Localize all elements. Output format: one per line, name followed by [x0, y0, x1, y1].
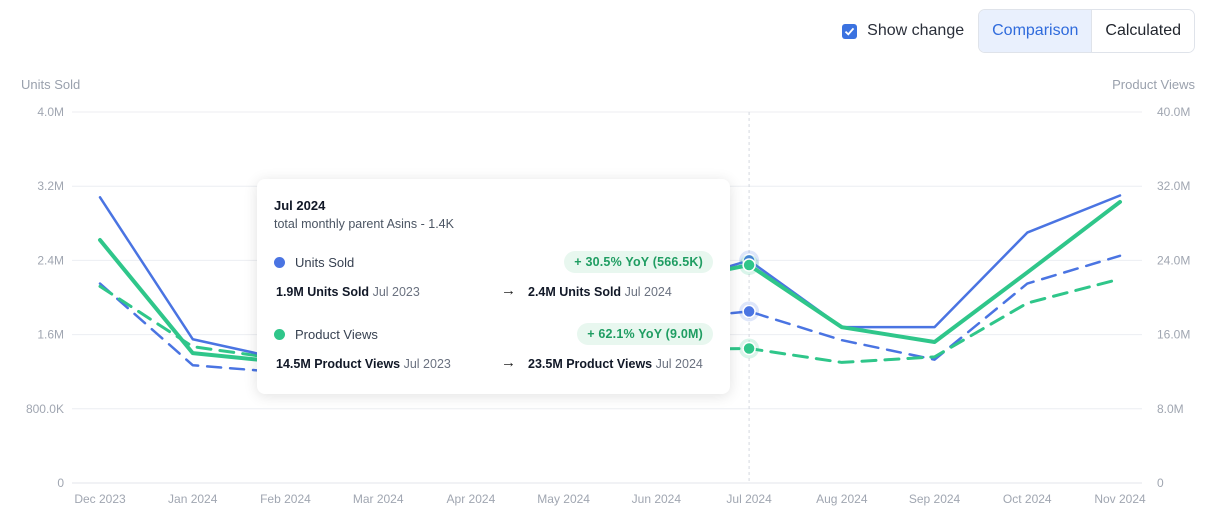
units-dot-icon [274, 256, 285, 268]
view-mode-toggle: Comparison Calculated [978, 9, 1195, 53]
views-comparison: 14.5M Product Views Jul 2023 → 23.5M Pro… [274, 353, 713, 377]
tooltip-metric-units: Units Sold + 30.5% YoY (566.5K) [274, 249, 713, 275]
show-change-label: Show change [867, 22, 965, 39]
tooltip-title: Jul 2024 [274, 198, 326, 213]
units-curr-period: Jul 2024 [624, 285, 672, 299]
arrow-right-icon: → [501, 282, 516, 299]
tooltip-metric-views: Product Views + 62.1% YoY (9.0M) [274, 321, 713, 347]
x-tick-label: Jan 2024 [168, 492, 218, 506]
right-tick-label: 24.0M [1157, 253, 1190, 267]
views-curr-period: Jul 2024 [655, 357, 703, 371]
calculated-tab[interactable]: Calculated [1092, 10, 1194, 52]
x-tick-label: Apr 2024 [447, 492, 496, 506]
views-change-badge: + 62.1% YoY (9.0M) [577, 323, 713, 345]
views-dot-icon [274, 328, 285, 340]
left-tick-label: 4.0M [37, 105, 64, 119]
right-tick-label: 16.0M [1157, 328, 1190, 342]
x-tick-label: Aug 2024 [816, 492, 868, 506]
check-icon [845, 27, 855, 36]
tooltip-subtitle: total monthly parent Asins - 1.4K [274, 217, 454, 231]
show-change-checkbox[interactable] [842, 23, 858, 39]
left-tick-label: 800.0K [26, 402, 64, 416]
arrow-right-icon: → [501, 354, 516, 371]
units-comparison: 1.9M Units Sold Jul 2023 → 2.4M Units So… [274, 281, 713, 305]
chart-controls: Show change Comparison Calculated [842, 9, 1195, 53]
left-tick-label: 3.2M [37, 179, 64, 193]
units-change-badge: + 30.5% YoY (566.5K) [564, 251, 713, 273]
x-tick-label: Mar 2024 [353, 492, 404, 506]
left-tick-label: 1.6M [37, 328, 64, 342]
views-prev-value: 14.5M Product Views [276, 357, 401, 371]
x-tick-label: Oct 2024 [1003, 492, 1052, 506]
comparison-tab[interactable]: Comparison [979, 10, 1093, 52]
x-tick-label: Feb 2024 [260, 492, 311, 506]
chart-tooltip: Jul 2024 total monthly parent Asins - 1.… [257, 179, 730, 394]
units-prev-value: 1.9M Units Sold [276, 285, 370, 299]
units-prev-period: Jul 2023 [372, 285, 420, 299]
highlight-point [742, 258, 756, 272]
views-metric-label: Product Views [295, 326, 378, 342]
right-tick-label: 0 [1157, 476, 1164, 490]
right-tick-label: 8.0M [1157, 402, 1184, 416]
units-curr-value: 2.4M Units Sold [528, 285, 622, 299]
x-tick-label: Jul 2024 [726, 492, 772, 506]
right-tick-label: 40.0M [1157, 105, 1190, 119]
show-change-toggle[interactable]: Show change [842, 22, 964, 40]
right-tick-label: 32.0M [1157, 179, 1190, 193]
units-metric-label: Units Sold [295, 254, 355, 270]
left-tick-label: 0 [57, 476, 64, 490]
highlight-point [742, 304, 756, 319]
x-tick-label: Nov 2024 [1094, 492, 1146, 506]
views-prev-period: Jul 2023 [403, 357, 451, 371]
x-tick-label: Sep 2024 [909, 492, 961, 506]
highlight-point [742, 341, 756, 356]
left-tick-label: 2.4M [37, 253, 64, 267]
left-axis-title: Units Sold [21, 77, 80, 92]
x-tick-label: Dec 2023 [74, 492, 126, 506]
views-curr-value: 23.5M Product Views [528, 357, 653, 371]
x-tick-label: May 2024 [537, 492, 590, 506]
x-tick-label: Jun 2024 [632, 492, 682, 506]
right-axis-title: Product Views [1112, 77, 1195, 92]
